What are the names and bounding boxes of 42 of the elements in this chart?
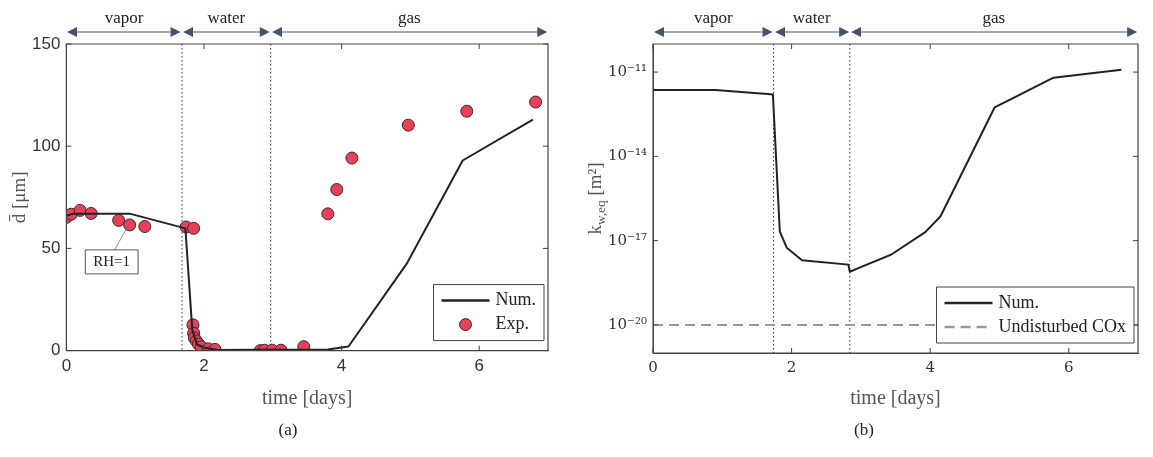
point [123, 218, 137, 232]
legend-label: Undisturbed COx [998, 315, 1127, 336]
point [330, 183, 344, 197]
x-tick-label: 6 [474, 356, 484, 376]
x-tick-label: 4 [925, 357, 935, 376]
point [345, 151, 359, 165]
point [460, 104, 474, 118]
y-tick-label: 100 [31, 135, 61, 155]
text: vapor [104, 7, 144, 27]
y-tick-label: 10⁻¹⁷ [608, 230, 648, 249]
text: gas [982, 7, 1006, 27]
x-tick-label: 4 [336, 356, 347, 376]
point [401, 118, 415, 132]
text: (a) [277, 420, 299, 440]
legend-label: Exp. [495, 313, 529, 334]
y-axis-title: d̄ [μm] [7, 171, 29, 224]
text: water [792, 7, 831, 27]
text: gas [398, 7, 421, 27]
x-tick-label: 2 [199, 356, 209, 376]
legend-label: Num. [495, 289, 536, 310]
legend-label: Num. [998, 291, 1040, 312]
x-tick-label: 6 [1063, 357, 1074, 376]
x-tick-label: 2 [786, 357, 797, 376]
point [529, 95, 543, 109]
text: vapor [693, 7, 733, 27]
y-tick-label: 150 [31, 33, 61, 53]
x-axis-title: time [days] [261, 386, 353, 410]
text: water [207, 7, 246, 27]
y-tick-label: 10⁻¹⁴ [608, 146, 648, 165]
point [187, 221, 201, 235]
point [112, 213, 126, 227]
y-axis-title: kw,eq [m²] [583, 162, 609, 235]
y-tick-label: 10⁻²⁰ [608, 314, 648, 333]
y-tick-label: 50 [41, 238, 61, 258]
point [321, 207, 335, 221]
text: (b) [853, 420, 875, 440]
x-axis-title: time [days] [850, 386, 941, 410]
point [138, 220, 152, 234]
y-tick-label: 10⁻¹¹ [608, 61, 648, 80]
point [297, 340, 311, 351]
annotation: RH=1 [93, 252, 131, 269]
y-tick-label: 0 [50, 340, 61, 360]
